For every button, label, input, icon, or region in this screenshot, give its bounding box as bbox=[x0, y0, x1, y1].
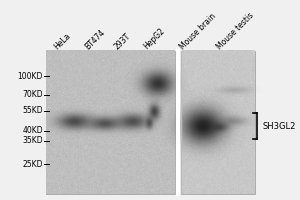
Text: HeLa: HeLa bbox=[53, 31, 73, 51]
Text: 40KD: 40KD bbox=[22, 126, 43, 135]
Text: Mouse testis: Mouse testis bbox=[215, 11, 256, 51]
Text: 100KD: 100KD bbox=[18, 72, 43, 81]
Text: SH3GL2: SH3GL2 bbox=[262, 122, 296, 131]
FancyBboxPatch shape bbox=[182, 51, 255, 194]
Text: 25KD: 25KD bbox=[22, 160, 43, 169]
Text: Mouse brain: Mouse brain bbox=[178, 11, 217, 51]
Text: 55KD: 55KD bbox=[22, 106, 43, 115]
Text: BT474: BT474 bbox=[84, 27, 107, 51]
Text: HepG2: HepG2 bbox=[142, 26, 167, 51]
Text: 70KD: 70KD bbox=[22, 90, 43, 99]
Text: 293T: 293T bbox=[113, 31, 133, 51]
FancyBboxPatch shape bbox=[46, 51, 175, 194]
Text: 35KD: 35KD bbox=[22, 136, 43, 145]
